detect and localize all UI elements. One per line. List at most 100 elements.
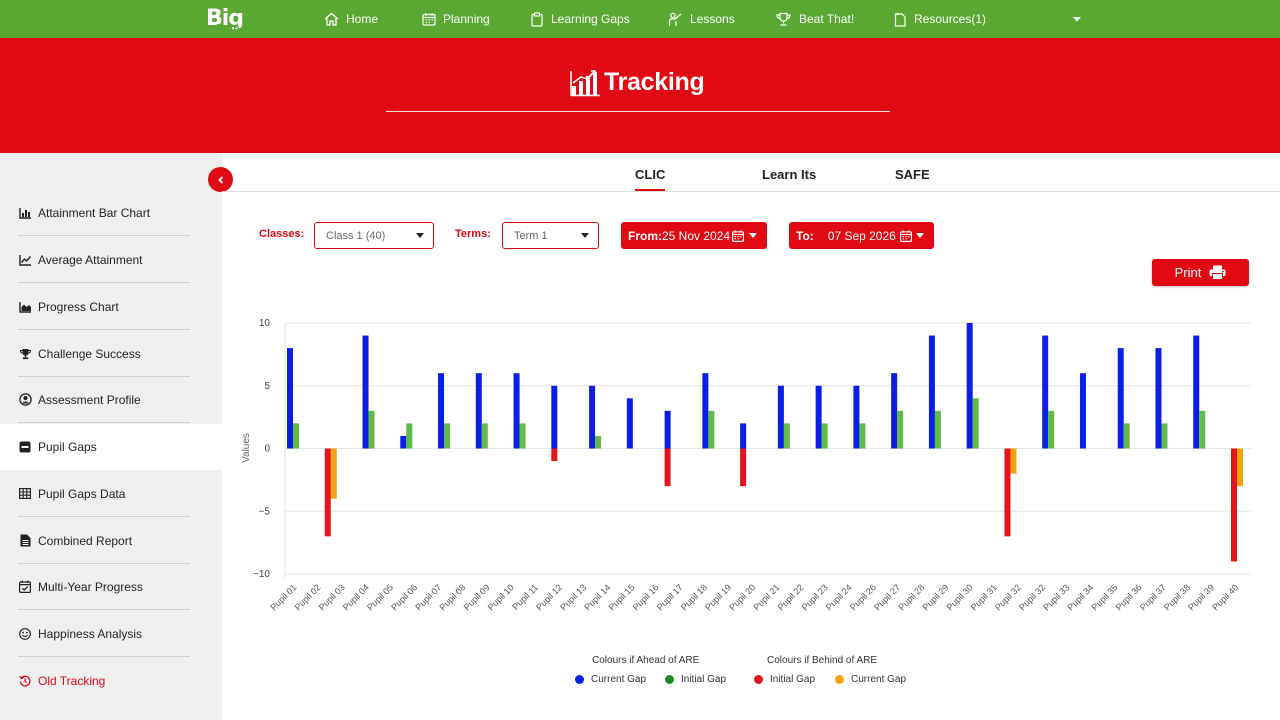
- legend-behind-title: Colours if Behind of ARE: [767, 655, 878, 666]
- clipboard-icon: [531, 11, 543, 27]
- caret-down-icon: [749, 233, 757, 238]
- sidebar-item-challenge-success[interactable]: Challenge Success: [18, 331, 190, 377]
- from-date-button[interactable]: From: 25 Nov 2024: [621, 222, 767, 249]
- tab-safe[interactable]: SAFE: [895, 167, 930, 182]
- sidebar-item-progress-chart[interactable]: Progress Chart: [18, 284, 190, 330]
- nav-learning-gaps-label: Learning Gaps: [551, 12, 630, 26]
- trophy-icon: [776, 12, 791, 26]
- classes-select-value: Class 1 (40): [326, 229, 386, 242]
- bar-current-gap: [551, 385, 558, 449]
- smile-icon: [18, 627, 32, 641]
- bar-initial-gap: [551, 448, 558, 462]
- legend-behind-current: Current Gap: [835, 674, 906, 685]
- calendar-icon: [899, 229, 912, 242]
- nav-home-label: Home: [346, 12, 379, 26]
- sidebar-collapse-button[interactable]: [208, 167, 233, 192]
- logo-text: Big: [206, 6, 244, 31]
- calendar-check-icon: [18, 580, 32, 594]
- bar-initial-gap: [972, 398, 979, 449]
- home-icon: [324, 12, 339, 26]
- bar-current-gap: [438, 373, 445, 449]
- legend-label: Current Gap: [591, 674, 647, 685]
- bar-initial-gap: [1161, 423, 1168, 449]
- bar-current-gap: [1042, 335, 1049, 449]
- sidebar-item-old-tracking[interactable]: Old Tracking: [18, 658, 190, 704]
- y-tick-label: 10: [259, 318, 271, 329]
- line-chart-icon: [18, 253, 32, 267]
- bar-initial-gap: [740, 448, 747, 487]
- sidebar-item-label: Combined Report: [38, 533, 133, 548]
- x-tick-label: Pupil 40: [1210, 582, 1240, 612]
- terms-select[interactable]: Term 1: [502, 222, 599, 249]
- bar-current-gap: [1193, 335, 1200, 449]
- bar-initial-gap: [368, 410, 375, 449]
- nav-beat-that-label: Beat That!: [799, 12, 855, 26]
- sidebar-item-happiness-analysis[interactable]: Happiness Analysis: [18, 611, 190, 657]
- y-axis-title: Values: [241, 433, 252, 463]
- nav-planning-label: Planning: [443, 12, 490, 26]
- to-date-label: To:: [796, 228, 814, 243]
- bar-initial-gap: [1048, 410, 1055, 449]
- bar-current-gap: [362, 335, 369, 449]
- minus-square-icon: [18, 440, 32, 454]
- nav-planning[interactable]: Planning: [422, 0, 490, 38]
- print-button[interactable]: Print: [1152, 259, 1249, 286]
- bar-current-gap: [589, 385, 596, 449]
- caret-down-icon: [581, 233, 589, 238]
- bar-initial-gap: [1004, 448, 1011, 537]
- sidebar-item-label: Progress Chart: [38, 299, 119, 314]
- bar-current-gap: [702, 373, 709, 449]
- sidebar-item-label: Old Tracking: [38, 674, 106, 688]
- tab-clic-label: CLIC: [635, 167, 666, 182]
- legend-ahead-initial: Initial Gap: [665, 674, 726, 685]
- sidebar-item-pupil-gaps[interactable]: Pupil Gaps: [0, 424, 222, 470]
- sidebar-item-average-attainment[interactable]: Average Attainment: [18, 237, 190, 283]
- legend-dot: [754, 675, 763, 684]
- printer-icon: [1209, 265, 1226, 280]
- nav-home[interactable]: Home: [324, 0, 378, 38]
- bar-initial-gap: [1199, 410, 1206, 449]
- chevron-down-icon[interactable]: [1071, 13, 1083, 25]
- sidebar-item-pupil-gaps-data[interactable]: Pupil Gaps Data: [18, 471, 190, 517]
- nav-beat-that[interactable]: Beat That!: [775, 0, 854, 38]
- area-chart-icon: [18, 300, 32, 314]
- nav-learning-gaps[interactable]: Learning Gaps: [530, 0, 630, 38]
- bar-current-gap: [626, 398, 633, 449]
- terms-label: Terms:: [455, 228, 491, 240]
- page-header: Tracking: [0, 38, 1280, 153]
- bar-chart-icon: [570, 69, 600, 96]
- classes-label: Classes:: [259, 228, 305, 240]
- bar-current-gap: [891, 373, 898, 449]
- bar-initial-gap: [324, 448, 331, 537]
- to-date-button[interactable]: To: 07 Sep 2026: [789, 222, 934, 249]
- sidebar-item-assessment-profile[interactable]: Assessment Profile: [18, 377, 190, 423]
- print-button-label: Print: [1174, 265, 1202, 280]
- bar-initial-gap: [783, 423, 790, 449]
- table-icon: [18, 487, 32, 501]
- legend-behind-initial: Initial Gap: [754, 674, 815, 685]
- sidebar-item-label: Challenge Success: [38, 346, 141, 361]
- classes-select[interactable]: Class 1 (40): [314, 222, 434, 249]
- bar-current-gap: [330, 448, 337, 499]
- tab-learn-its[interactable]: Learn Its: [762, 167, 816, 182]
- sidebar-item-combined-report[interactable]: Combined Report: [18, 518, 190, 564]
- nav-resources[interactable]: Resources(1): [893, 0, 986, 38]
- sidebar-item-label: Average Attainment: [38, 252, 143, 267]
- bar-current-gap: [513, 373, 520, 449]
- y-tick-label: 0: [264, 444, 270, 455]
- sidebar-item-attainment-bar-chart[interactable]: Attainment Bar Chart: [18, 190, 190, 236]
- sidebar-item-label: Pupil Gaps: [38, 440, 97, 454]
- tab-clic[interactable]: CLIC: [635, 167, 666, 191]
- logo[interactable]: Big Maths: [206, 6, 244, 32]
- teacher-icon: [668, 12, 682, 26]
- bar-initial-gap: [821, 423, 828, 449]
- to-date-value: 07 Sep 2026: [827, 228, 896, 243]
- caret-down-icon: [416, 233, 424, 238]
- legend-label: Initial Gap: [770, 674, 816, 685]
- calendar-icon: [732, 229, 745, 242]
- history-icon: [18, 674, 32, 688]
- trophy-icon: [18, 347, 32, 361]
- sidebar-item-multi-year-progress[interactable]: Multi-Year Progress: [18, 564, 190, 610]
- nav-lessons[interactable]: Lessons: [668, 0, 735, 38]
- bar-current-gap: [664, 410, 671, 449]
